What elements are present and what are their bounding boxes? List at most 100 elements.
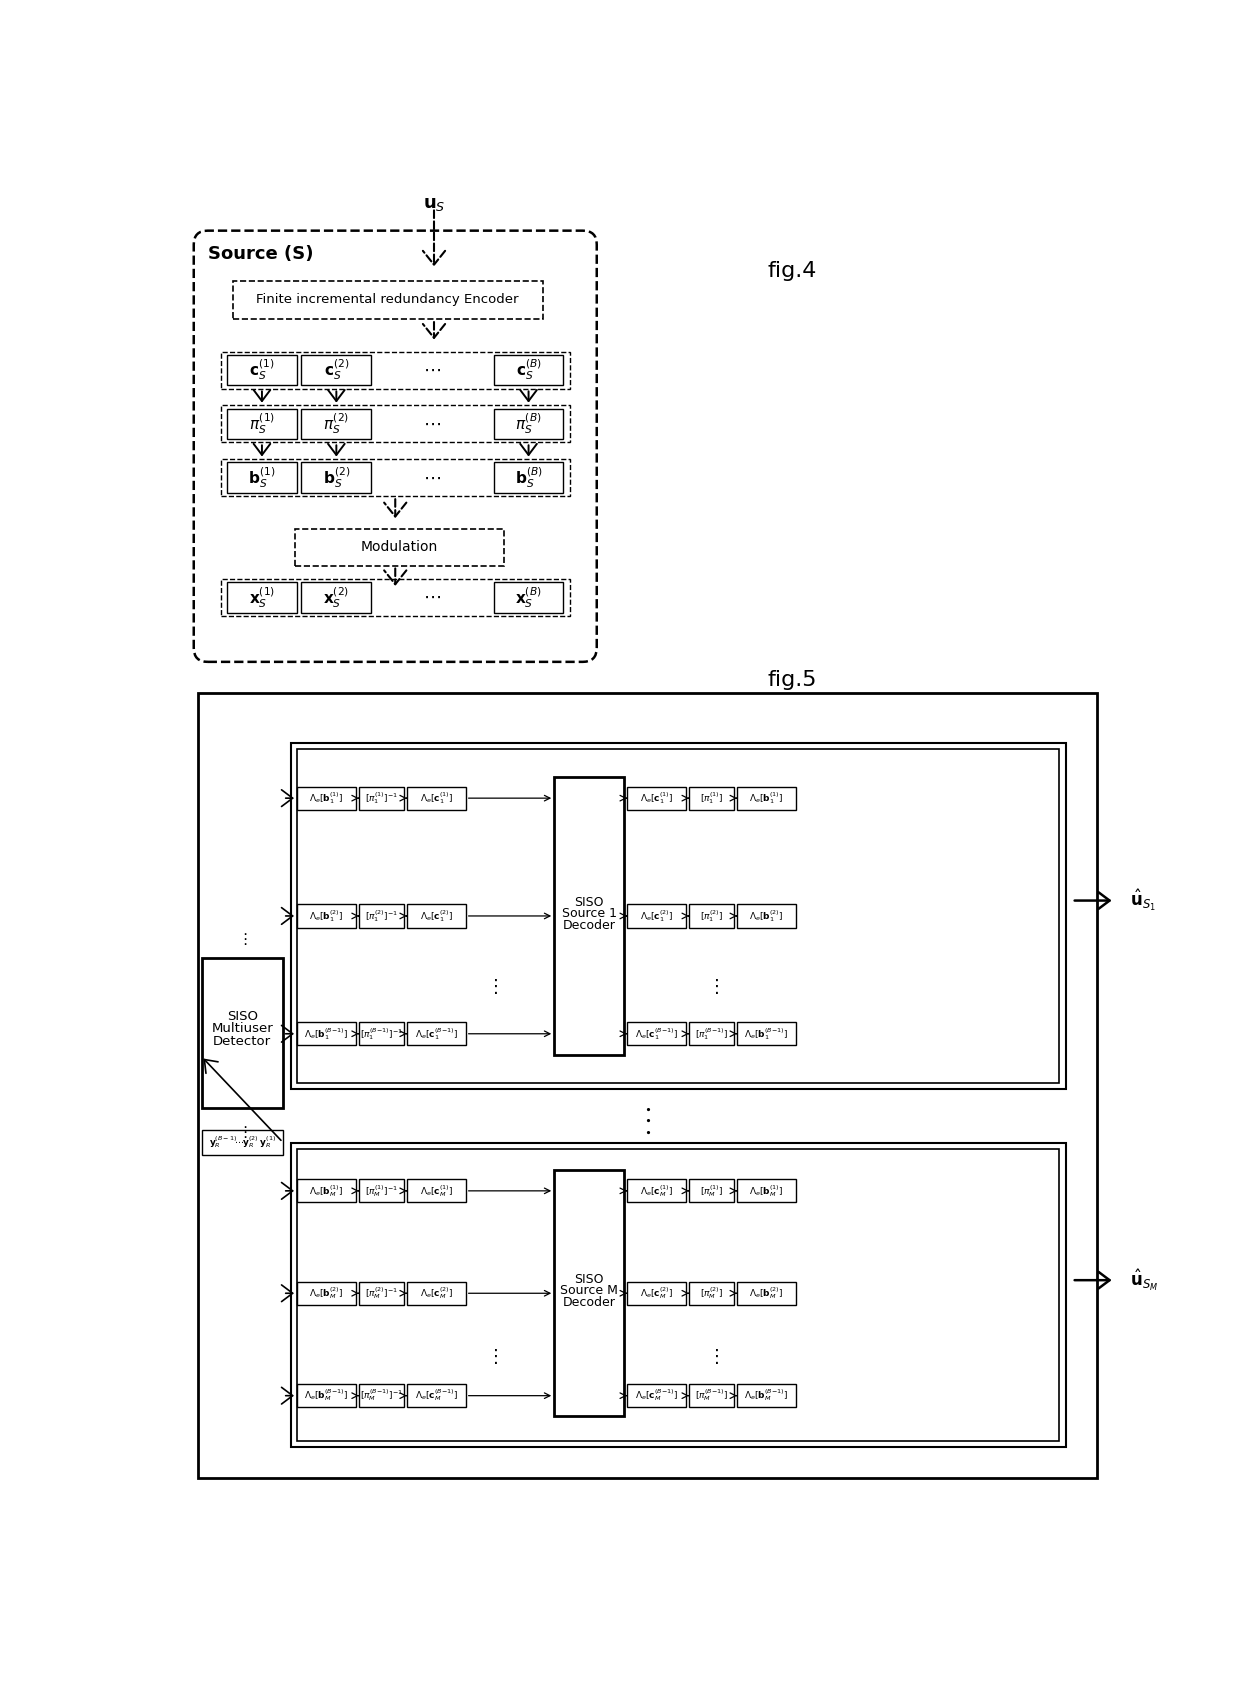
Text: $[\pi_M^{(1)}]^{-1}$: $[\pi_M^{(1)}]^{-1}$ — [365, 1183, 398, 1198]
Text: $\vdots$: $\vdots$ — [486, 978, 498, 997]
Bar — [554, 1171, 624, 1416]
Text: $\vdots$: $\vdots$ — [707, 1346, 719, 1367]
Text: Modulation: Modulation — [361, 540, 438, 554]
Text: Decoder: Decoder — [563, 918, 615, 932]
Bar — [689, 1384, 734, 1408]
Bar — [737, 1281, 796, 1305]
Text: $[\pi_M^{(2)}]^{-1}$: $[\pi_M^{(2)}]^{-1}$ — [365, 1285, 398, 1302]
Text: $\Lambda_e[\mathbf{c}_M^{(B\!-\!1)}]$: $\Lambda_e[\mathbf{c}_M^{(B\!-\!1)}]$ — [635, 1387, 678, 1404]
Text: $\Lambda_e[\mathbf{c}_1^{(2)}]$: $\Lambda_e[\mathbf{c}_1^{(2)}]$ — [419, 908, 453, 924]
Text: SISO: SISO — [227, 1010, 258, 1022]
Bar — [737, 1022, 796, 1045]
Text: Multiuser: Multiuser — [211, 1022, 273, 1036]
Text: $[\pi_1^{(1)}]^{-1}$: $[\pi_1^{(1)}]^{-1}$ — [365, 791, 398, 806]
Text: $\Lambda_e[\mathbf{c}_M^{(B\!-\!1)}]$: $\Lambda_e[\mathbf{c}_M^{(B\!-\!1)}]$ — [414, 1387, 458, 1404]
Bar — [737, 787, 796, 809]
Bar — [494, 581, 563, 612]
Text: Detector: Detector — [213, 1034, 272, 1048]
Bar — [737, 1179, 796, 1203]
Text: $\mathbf{y}_R^{(B-1)}\!\cdots\!\mathbf{y}_R^{(2)}\;\mathbf{y}_R^{(1)}$: $\mathbf{y}_R^{(B-1)}\!\cdots\!\mathbf{y… — [208, 1135, 275, 1150]
Bar — [296, 1281, 356, 1305]
Text: $\mathbf{b}_S^{(2)}$: $\mathbf{b}_S^{(2)}$ — [322, 465, 350, 491]
Bar — [627, 1022, 686, 1045]
Bar — [301, 581, 371, 612]
Text: $\Lambda_e[\mathbf{c}_1^{(1)}]$: $\Lambda_e[\mathbf{c}_1^{(1)}]$ — [640, 791, 673, 806]
Bar — [296, 1179, 356, 1203]
Text: fig.5: fig.5 — [768, 670, 817, 690]
Text: $\bullet$: $\bullet$ — [644, 1114, 651, 1125]
Text: $[\pi_M^{(2)}]$: $[\pi_M^{(2)}]$ — [699, 1285, 723, 1302]
Text: $\mathbf{u}_S$: $\mathbf{u}_S$ — [423, 194, 445, 213]
Bar — [227, 581, 296, 612]
Text: $\mathbf{c}_S^{(B)}$: $\mathbf{c}_S^{(B)}$ — [516, 358, 542, 382]
Bar — [627, 1179, 686, 1203]
Bar — [221, 460, 569, 496]
Text: $\vdots$: $\vdots$ — [237, 930, 247, 947]
Text: $\mathbf{b}_S^{(1)}$: $\mathbf{b}_S^{(1)}$ — [248, 465, 275, 491]
Bar — [627, 905, 686, 927]
Bar — [689, 787, 734, 809]
Bar — [494, 354, 563, 385]
Bar — [407, 1179, 466, 1203]
Text: $\Lambda_e[\mathbf{b}_M^{(1)}]$: $\Lambda_e[\mathbf{b}_M^{(1)}]$ — [309, 1183, 343, 1198]
Text: $\Lambda_e[\mathbf{b}_1^{(2)}]$: $\Lambda_e[\mathbf{b}_1^{(2)}]$ — [309, 908, 343, 924]
Bar — [221, 579, 569, 615]
Bar — [407, 1022, 466, 1045]
Bar — [554, 777, 624, 1055]
Text: $\pi_S^{(1)}$: $\pi_S^{(1)}$ — [249, 412, 275, 436]
Text: $\Lambda_e[\mathbf{c}_1^{(2)}]$: $\Lambda_e[\mathbf{c}_1^{(2)}]$ — [640, 908, 673, 924]
Bar — [296, 1022, 356, 1045]
Text: $\pi_S^{(B)}$: $\pi_S^{(B)}$ — [516, 412, 542, 436]
Bar — [358, 1179, 404, 1203]
Text: $\bullet$: $\bullet$ — [644, 1104, 651, 1113]
Text: SISO: SISO — [574, 1273, 604, 1287]
Text: $[\pi_1^{(2)}]$: $[\pi_1^{(2)}]$ — [699, 908, 723, 924]
Bar — [358, 1281, 404, 1305]
Text: $\vdots$: $\vdots$ — [707, 978, 719, 997]
Text: SISO: SISO — [574, 896, 604, 908]
Bar — [290, 1143, 1065, 1447]
Bar — [407, 787, 466, 809]
Bar — [737, 905, 796, 927]
Bar — [296, 905, 356, 927]
Bar — [221, 406, 569, 443]
Bar — [296, 1148, 1059, 1442]
Text: Decoder: Decoder — [563, 1297, 615, 1309]
Bar — [689, 1281, 734, 1305]
Text: $\Lambda_e[\mathbf{c}_1^{(B\!-\!1)}]$: $\Lambda_e[\mathbf{c}_1^{(B\!-\!1)}]$ — [414, 1026, 458, 1041]
Text: $\Lambda_e[\mathbf{b}_1^{(B\!-\!1)}]$: $\Lambda_e[\mathbf{b}_1^{(B\!-\!1)}]$ — [304, 1026, 348, 1041]
Bar — [627, 787, 686, 809]
Text: $\Lambda_e[\mathbf{b}_M^{(B\!-\!1)}]$: $\Lambda_e[\mathbf{b}_M^{(B\!-\!1)}]$ — [304, 1387, 348, 1404]
Bar — [290, 743, 1065, 1089]
Text: Source M: Source M — [560, 1285, 618, 1297]
Bar — [407, 1281, 466, 1305]
Text: $\Lambda_e[\mathbf{b}_M^{(1)}]$: $\Lambda_e[\mathbf{b}_M^{(1)}]$ — [749, 1183, 784, 1198]
Bar — [197, 692, 1096, 1477]
Text: $\Lambda_e[\mathbf{b}_1^{(1)}]$: $\Lambda_e[\mathbf{b}_1^{(1)}]$ — [309, 791, 343, 806]
Text: $\mathbf{x}_S^{(1)}$: $\mathbf{x}_S^{(1)}$ — [249, 584, 275, 610]
Text: $\Lambda_e[\mathbf{c}_1^{(B\!-\!1)}]$: $\Lambda_e[\mathbf{c}_1^{(B\!-\!1)}]$ — [635, 1026, 678, 1041]
Text: $[\pi_1^{(1)}]$: $[\pi_1^{(1)}]$ — [699, 791, 723, 806]
Bar — [358, 905, 404, 927]
Text: $\Lambda_e[\mathbf{b}_1^{(B\!-\!1)}]$: $\Lambda_e[\mathbf{b}_1^{(B\!-\!1)}]$ — [744, 1026, 789, 1041]
Bar — [296, 1384, 356, 1408]
Bar — [689, 905, 734, 927]
Bar — [737, 1384, 796, 1408]
Bar — [301, 409, 371, 440]
Bar — [627, 1281, 686, 1305]
Bar — [227, 409, 296, 440]
Text: $\Lambda_e[\mathbf{c}_M^{(2)}]$: $\Lambda_e[\mathbf{c}_M^{(2)}]$ — [419, 1285, 453, 1302]
Text: $[\pi_1^{(B\!-\!1)}]^{-1}$: $[\pi_1^{(B\!-\!1)}]^{-1}$ — [360, 1026, 403, 1041]
Bar — [221, 351, 569, 389]
Text: $\Lambda_e[\mathbf{b}_M^{(B\!-\!1)}]$: $\Lambda_e[\mathbf{b}_M^{(B\!-\!1)}]$ — [744, 1387, 789, 1404]
Bar — [494, 409, 563, 440]
Text: $\pi_S^{(2)}$: $\pi_S^{(2)}$ — [324, 412, 350, 436]
Text: $\Lambda_e[\mathbf{b}_M^{(2)}]$: $\Lambda_e[\mathbf{b}_M^{(2)}]$ — [749, 1285, 784, 1302]
Text: $[\pi_1^{(2)}]^{-1}$: $[\pi_1^{(2)}]^{-1}$ — [365, 908, 398, 924]
Bar — [689, 1179, 734, 1203]
Text: $\mathbf{x}_S^{(B)}$: $\mathbf{x}_S^{(B)}$ — [515, 584, 542, 610]
Text: $\cdots$: $\cdots$ — [423, 361, 441, 378]
Text: Source 1: Source 1 — [562, 907, 616, 920]
Text: $\Lambda_e[\mathbf{c}_M^{(2)}]$: $\Lambda_e[\mathbf{c}_M^{(2)}]$ — [640, 1285, 673, 1302]
Text: $\Lambda_e[\mathbf{c}_M^{(1)}]$: $\Lambda_e[\mathbf{c}_M^{(1)}]$ — [419, 1183, 453, 1198]
